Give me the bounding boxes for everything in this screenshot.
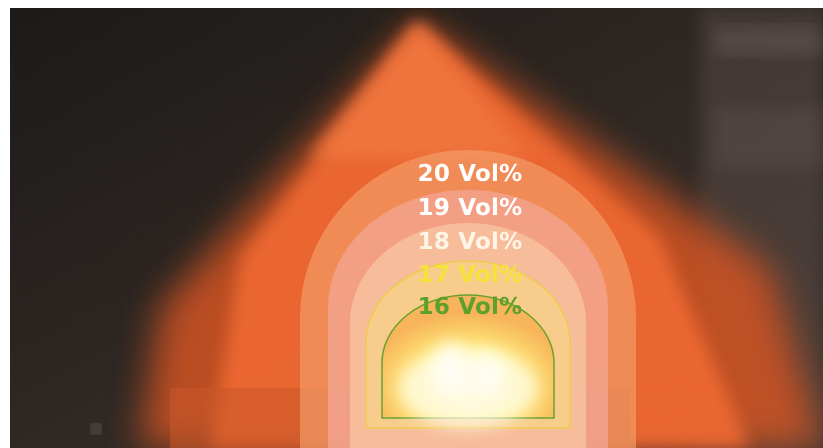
light-spot [92,425,100,433]
zone-label-18: 18 Vol% [417,229,523,255]
photo-frame: 20 Vol% 19 Vol% 18 Vol% 17 Vol% 16 Vol% [10,8,823,448]
zone-label-19: 19 Vol% [417,195,523,221]
fire-core [398,348,538,428]
zone-label-16: 16 Vol% [417,294,523,320]
zone-label-17: 17 Vol% [417,262,523,288]
zone-label-20: 20 Vol% [417,161,523,187]
spray-scene [10,8,823,448]
